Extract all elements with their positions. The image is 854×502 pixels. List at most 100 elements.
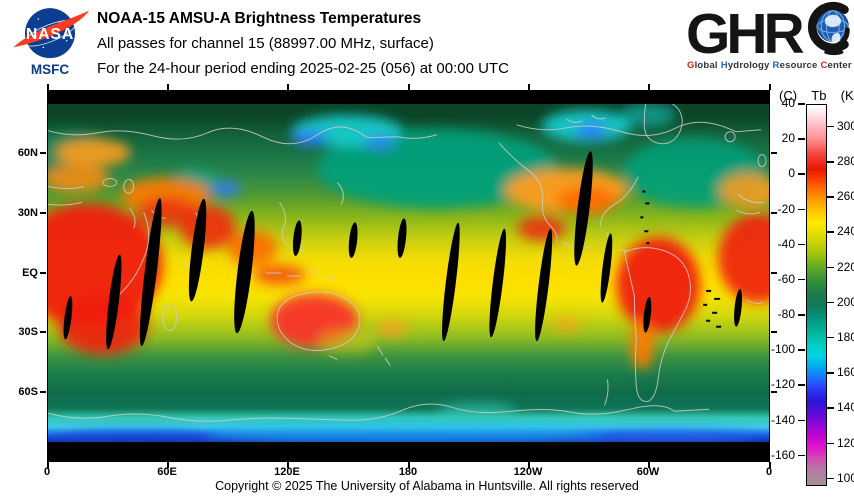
lat-tick-right: [771, 152, 777, 154]
lat-tick-right: [771, 212, 777, 214]
lat-label: 60S: [18, 386, 38, 398]
colorbar-celsius-label: 20: [781, 131, 795, 146]
colorbar-celsius-label: 40: [781, 96, 795, 110]
lat-label: EQ: [22, 267, 38, 279]
lon-tick-top: [287, 84, 289, 90]
colorbar-celsius-label: 0: [788, 166, 795, 181]
title-block: NOAA-15 AMSU-A Brightness Temperatures A…: [97, 7, 657, 81]
lat-label: 30N: [17, 207, 38, 219]
colorbar-kelvin-tick: [827, 266, 834, 269]
colorbar-kelvin-label: 160: [837, 365, 854, 380]
lon-label: 60E: [157, 466, 177, 478]
lon-tick-top: [47, 84, 49, 90]
colorbar-kelvin-tick: [827, 125, 834, 128]
ghrc-tagline-rest: lobal: [694, 60, 718, 71]
lon-label: 60W: [636, 466, 660, 478]
colorbar-celsius-tick: [798, 138, 805, 140]
ghrc-tagline: Global Hydrology Resource Center: [687, 60, 854, 71]
colorbar-celsius-tick: [798, 173, 805, 175]
lat-tick-left: [40, 272, 46, 274]
ghrc-tagline-word: Hydrology: [721, 60, 770, 71]
colorbar-quantity-label: Tb: [811, 88, 827, 103]
lat-tick-right: [771, 331, 777, 333]
map-svg: [48, 91, 769, 461]
nasa-logo: NASA: [13, 8, 90, 59]
ghrc-c-globe-icon: [807, 1, 850, 56]
colorbar-gradient: [806, 104, 827, 486]
colorbar-kelvin-tick: [827, 161, 834, 163]
lon-tick-bottom: [528, 462, 530, 468]
lat-tick-left: [40, 152, 46, 154]
colorbar-celsius-label: -100: [770, 342, 795, 357]
lon-label: 120W: [513, 466, 543, 478]
colorbar-celsius-label: -40: [777, 236, 795, 251]
nasa-red-swoosh: [13, 10, 90, 48]
lon-label: 0: [765, 466, 773, 478]
colorbar-kelvin-label: 200: [837, 294, 854, 309]
ghrc-tagline-rest: ydrology: [727, 60, 770, 71]
lat-tick-left: [40, 212, 46, 214]
colorbar-celsius-label: -60: [777, 271, 795, 286]
brightness-temperature-map: [47, 90, 770, 462]
plot-subtitle: All passes for channel 15 (88997.00 MHz,…: [97, 35, 434, 52]
ghrc-tagline-rest: esource: [779, 60, 818, 71]
lon-tick-top: [648, 84, 650, 90]
colorbar-celsius-label: -80: [777, 307, 795, 322]
plot-title: NOAA-15 AMSU-A Brightness Temperatures: [97, 10, 422, 27]
colorbar-celsius-tick: [798, 103, 805, 105]
colorbar-kelvin-label: 220: [837, 259, 854, 274]
colorbar-celsius-tick: [798, 454, 805, 457]
colorbar-kelvin-tick: [827, 301, 834, 304]
colorbar-kelvin-label: 120: [837, 435, 854, 450]
colorbar-kelvin-tick: [827, 196, 834, 198]
colorbar-kelvin-label: 180: [837, 329, 854, 344]
colorbar-kelvin-label: 260: [837, 189, 854, 204]
lon-label: 0: [43, 466, 51, 478]
lon-tick-bottom: [167, 462, 169, 468]
colorbar-celsius-label: -160: [770, 447, 795, 462]
lon-tick-top: [408, 84, 410, 90]
lon-tick-bottom: [769, 462, 771, 468]
coastlines: [48, 99, 767, 422]
lat-tick-left: [40, 331, 46, 333]
colorbar-celsius-label: -140: [770, 412, 795, 427]
colorbar-celsius-tick: [798, 314, 805, 316]
ghrc-acronym-prefix: GHR: [686, 2, 805, 66]
colorbar-kelvin-tick: [827, 231, 834, 233]
colorbar-kelvin-tick: [827, 407, 834, 409]
ghrc-tagline-word: Center: [820, 60, 851, 71]
ghrc-tagline-initial: H: [720, 60, 728, 71]
lat-label: 30S: [18, 326, 38, 338]
colorbar-kelvin-tick: [827, 336, 834, 339]
colorbar-kelvin-tick: [827, 442, 834, 445]
ghrc-tagline-initial: R: [772, 60, 780, 71]
colorbar-kelvin-label: 280: [837, 154, 854, 169]
data-gap-streaks: [63, 151, 743, 350]
colorbar-kelvin-tick: [827, 372, 834, 374]
lat-tick-right: [771, 391, 777, 393]
lat-tick-right: [771, 272, 777, 274]
colorbar-celsius-tick: [798, 278, 805, 281]
lon-tick-bottom: [47, 462, 49, 468]
nasa-logo-text: NASA: [26, 26, 74, 43]
colorbar-kelvin-tick: [827, 477, 834, 480]
lon-tick-top: [528, 84, 530, 90]
polar-no-data-band-south: [48, 442, 769, 461]
colorbar-celsius-label: -20: [777, 201, 795, 216]
colorbar-celsius-tick: [798, 208, 805, 211]
colorbar-units-kelvin: (K): [840, 88, 854, 103]
lon-label: 180: [398, 466, 418, 478]
ghrc-acronym: GHR: [686, 1, 853, 66]
lon-tick-bottom: [408, 462, 410, 468]
scanline-artifacts: [640, 190, 722, 328]
ghrc-tagline-word: Resource: [773, 60, 818, 71]
lon-tick-top: [167, 84, 169, 90]
colorbar-kelvin-label: 140: [837, 400, 854, 415]
lon-tick-bottom: [648, 462, 650, 468]
lon-label: 120E: [274, 466, 300, 478]
ghrc-logo: GHR Global Hydrology Resource Center: [686, 1, 854, 75]
colorbar-celsius-label: -120: [770, 377, 795, 392]
polar-no-data-band-north: [48, 91, 769, 104]
colorbar-kelvin-label: 300: [837, 118, 854, 133]
